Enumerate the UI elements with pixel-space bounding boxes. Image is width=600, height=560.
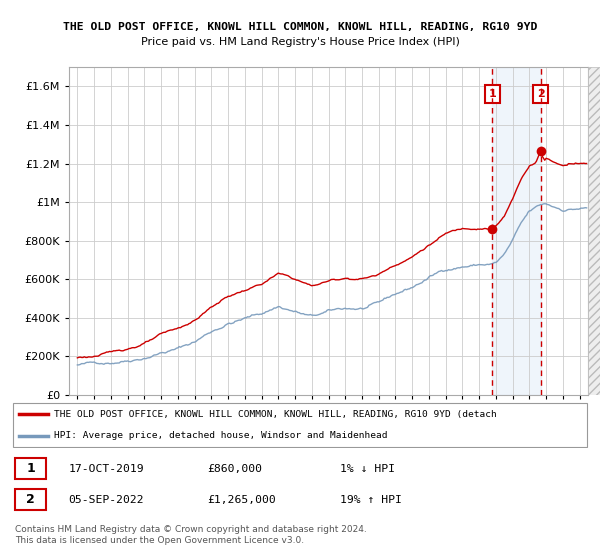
Text: THE OLD POST OFFICE, KNOWL HILL COMMON, KNOWL HILL, READING, RG10 9YD (detach: THE OLD POST OFFICE, KNOWL HILL COMMON, … (54, 410, 497, 419)
Text: Price paid vs. HM Land Registry's House Price Index (HPI): Price paid vs. HM Land Registry's House … (140, 37, 460, 47)
Bar (16, 458, 46, 479)
Text: HPI: Average price, detached house, Windsor and Maidenhead: HPI: Average price, detached house, Wind… (54, 431, 388, 440)
Text: Contains HM Land Registry data © Crown copyright and database right 2024.
This d: Contains HM Land Registry data © Crown c… (15, 525, 367, 545)
Text: 2: 2 (537, 89, 544, 99)
Text: 19% ↑ HPI: 19% ↑ HPI (340, 494, 403, 505)
Text: 1: 1 (26, 462, 35, 475)
Text: THE OLD POST OFFICE, KNOWL HILL COMMON, KNOWL HILL, READING, RG10 9YD: THE OLD POST OFFICE, KNOWL HILL COMMON, … (63, 22, 537, 32)
Text: 05-SEP-2022: 05-SEP-2022 (68, 494, 144, 505)
Text: 1: 1 (488, 89, 496, 99)
Text: 17-OCT-2019: 17-OCT-2019 (68, 464, 144, 474)
Bar (493, 67, 541, 395)
Bar (16, 489, 46, 510)
Text: 1% ↓ HPI: 1% ↓ HPI (340, 464, 395, 474)
Text: £1,265,000: £1,265,000 (208, 494, 276, 505)
Text: 2: 2 (26, 493, 35, 506)
Text: £860,000: £860,000 (208, 464, 262, 474)
